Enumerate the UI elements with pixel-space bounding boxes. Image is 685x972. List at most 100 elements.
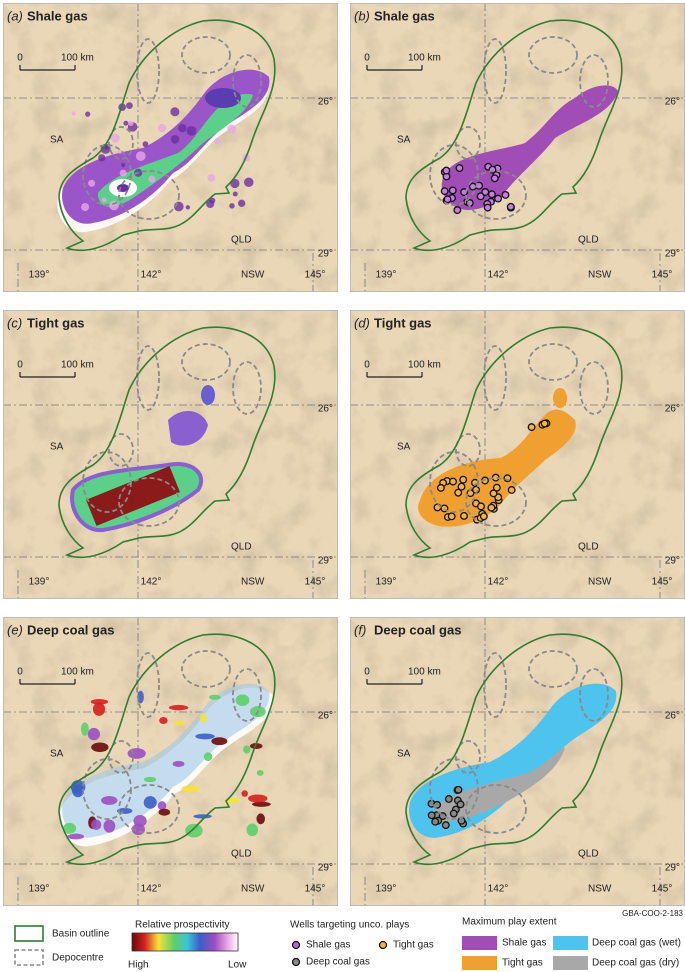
state-label: QLD [231, 235, 252, 246]
lon-label: 139° [29, 270, 50, 281]
lon-label: 145° [652, 577, 673, 588]
basin-outline [405, 19, 623, 252]
play-speck [181, 785, 200, 793]
well [476, 192, 485, 201]
legend-label: Shale gas [502, 938, 546, 949]
basin-outline [405, 326, 623, 559]
lon-label: 139° [376, 270, 397, 281]
state-label: SA [397, 135, 411, 146]
well [456, 800, 465, 809]
legend: Basin outline Depocentre Relative prospe… [14, 909, 684, 971]
map-content [350, 310, 685, 599]
play-speck [173, 720, 185, 726]
depocentre [118, 784, 180, 834]
play-speck [170, 134, 180, 144]
well [449, 809, 458, 818]
well [455, 164, 464, 173]
extent-swatch [553, 936, 588, 950]
depocentre [455, 126, 481, 160]
map-panel: (b) Shale gas 0 100 km 26° 29° SA QLD NSW 139° 142… [350, 3, 685, 292]
well [507, 486, 516, 494]
lon-label: 139° [29, 884, 50, 895]
play-speck [157, 801, 167, 811]
lat-label: 26° [318, 404, 333, 415]
panel-title: Tight gas [374, 315, 432, 330]
panel-title: Shale gas [27, 8, 88, 23]
lon-label: 145° [305, 270, 326, 281]
depocentre [232, 361, 262, 415]
legend-label: Shale gas [306, 940, 350, 951]
map-content [3, 310, 338, 599]
lat-label: 26° [665, 404, 680, 415]
extent-swatch [462, 956, 497, 970]
lon-label: 145° [652, 884, 673, 895]
play-area [553, 388, 567, 408]
play-speck [117, 149, 123, 154]
play-speck [71, 111, 76, 116]
play-speck [135, 151, 146, 161]
depocentre [455, 433, 481, 467]
play-speck [246, 823, 259, 837]
well [431, 817, 440, 826]
well [501, 190, 510, 199]
play-speck [209, 197, 216, 204]
play-speck [157, 123, 167, 133]
depocentre [108, 740, 134, 774]
map-panel: (a) Shale gas 0 100 km 26° 29° SA QLD NSW 139° 142… [3, 3, 338, 292]
depocentre [483, 652, 507, 718]
play-speck [92, 702, 106, 716]
map-content [3, 3, 338, 292]
play-speck [248, 794, 268, 803]
play-speck [143, 796, 157, 809]
well [440, 187, 449, 196]
well-symbol [378, 940, 388, 950]
well [453, 206, 462, 215]
scale-label: 0 [364, 360, 370, 371]
legend-label: Deep coal gas (dry) [592, 958, 679, 969]
lon-label: 139° [376, 884, 397, 895]
state-label: SA [50, 135, 64, 146]
lon-label: 142° [488, 884, 509, 895]
play-core [86, 466, 180, 526]
play-speck [203, 752, 213, 762]
play-speck [159, 716, 168, 725]
well [487, 503, 496, 512]
play-speck [235, 694, 250, 707]
play-speck [241, 790, 248, 797]
well [459, 475, 468, 484]
legend-label: Low [228, 960, 247, 971]
play-speck [126, 102, 133, 109]
play-speck [71, 784, 84, 798]
play-speck [148, 175, 156, 183]
play-area [201, 385, 215, 405]
map-panel: (e) Deep coal gas 0 100 km 26° 29° SA QLD NSW 139… [3, 617, 338, 906]
depocentre [181, 343, 231, 381]
well [449, 477, 457, 486]
play-speck [91, 742, 109, 752]
play-speck [214, 138, 221, 145]
play-speck [207, 173, 216, 182]
panel-title: Tight gas [27, 315, 85, 330]
play-area [168, 410, 208, 446]
play-speck [178, 124, 187, 133]
play-speck [87, 727, 100, 741]
panel-frame [3, 617, 338, 906]
depocentre [118, 170, 180, 220]
play-speck [62, 822, 77, 834]
well [483, 203, 492, 212]
depocentre [483, 345, 507, 411]
depocentre [136, 345, 160, 411]
legend-label: Tight gas [502, 958, 543, 969]
state-label: SA [397, 442, 411, 453]
well [444, 795, 453, 803]
lat-label: 26° [318, 97, 333, 108]
extent-swatch [553, 956, 588, 970]
play-speck [127, 748, 146, 759]
lat-label: 26° [665, 711, 680, 722]
lon-label: 142° [488, 270, 509, 281]
scale-label: 100 km [61, 360, 94, 371]
basin-outline [405, 633, 623, 866]
map-content [350, 3, 685, 292]
play-speck [193, 814, 212, 819]
well [479, 512, 488, 521]
